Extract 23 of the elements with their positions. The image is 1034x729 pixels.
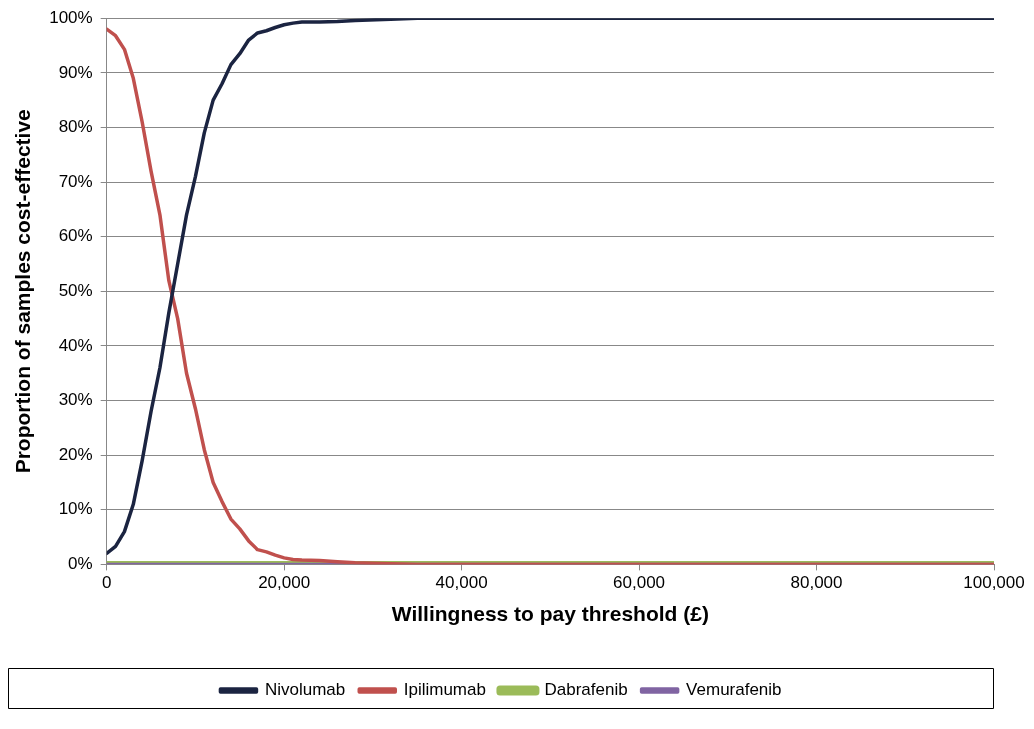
y-tick-label: 90%	[58, 62, 93, 82]
y-tick-label: 10%	[58, 499, 93, 519]
x-tick-label: 100,000	[963, 573, 1025, 593]
y-axis-title: Proportion of samples cost-effective	[11, 109, 35, 474]
legend-label: Dabrafenib	[544, 680, 628, 700]
y-tick-label: 0%	[68, 554, 93, 574]
y-tick-label: 70%	[58, 171, 93, 191]
x-tick-label: 0	[101, 573, 112, 593]
y-tick-label: 50%	[58, 280, 93, 300]
y-tick-label: 80%	[58, 117, 93, 137]
y-tick-label: 40%	[58, 335, 93, 355]
legend-label: Nivolumab	[264, 680, 346, 700]
x-tick-label: 20,000	[258, 573, 311, 593]
legend-label: Ipilimumab	[403, 680, 486, 700]
y-tick-label: 20%	[58, 444, 93, 464]
y-tick-label: 100%	[49, 7, 93, 27]
y-tick-label: 60%	[58, 226, 93, 246]
y-tick-label: 30%	[58, 390, 93, 410]
x-tick-label: 60,000	[613, 573, 666, 593]
legend-label: Vemurafenib	[686, 680, 782, 700]
x-tick-label: 40,000	[435, 573, 488, 593]
x-axis-title: Willingness to pay threshold (£)	[391, 602, 709, 626]
x-tick-label: 80,000	[790, 573, 843, 593]
